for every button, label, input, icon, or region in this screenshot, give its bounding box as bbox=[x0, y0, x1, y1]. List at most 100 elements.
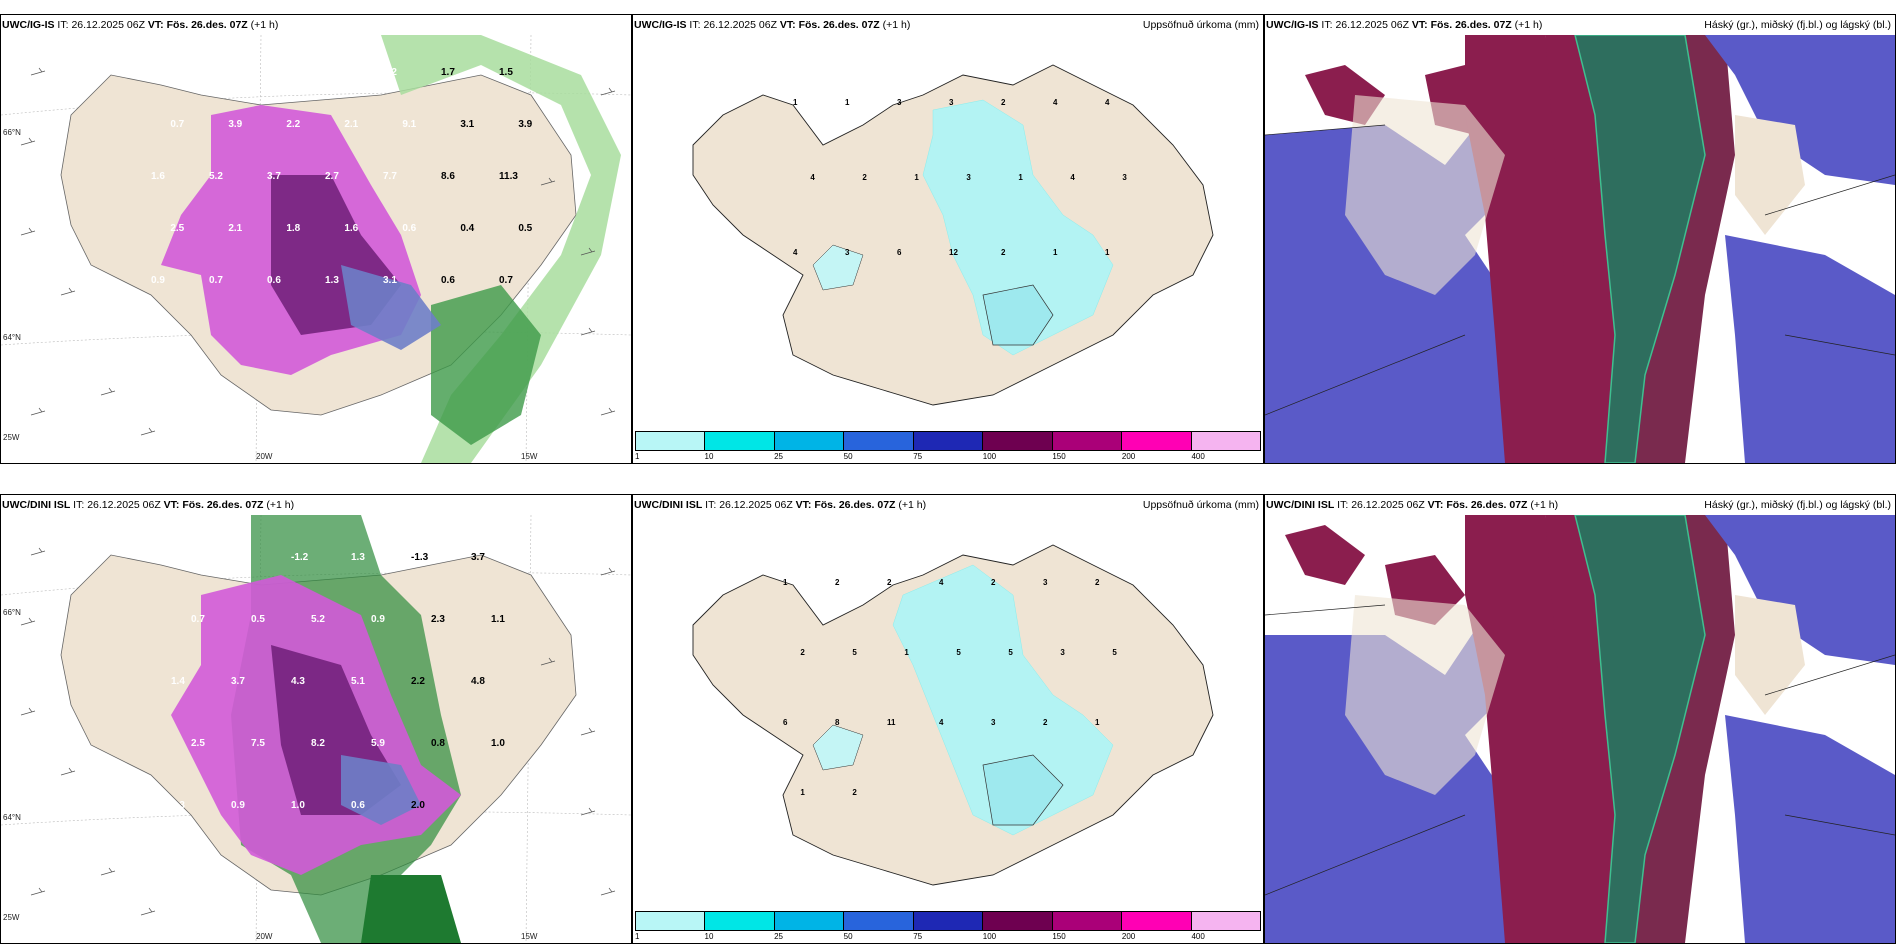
precip-value-label: 2.1 bbox=[228, 223, 242, 234]
precip-value-label: 9.1 bbox=[402, 119, 416, 130]
precip-value-label: 5.1 bbox=[351, 676, 365, 687]
colorbar-cells bbox=[635, 431, 1261, 451]
precip-value-label: 0.7 bbox=[209, 67, 223, 78]
accum-value-label: 5 bbox=[1008, 648, 1013, 657]
lead-time: (+1 h) bbox=[266, 499, 295, 511]
init-time: 26.12.2025 06Z bbox=[87, 499, 161, 511]
colorbar-cell bbox=[636, 432, 706, 450]
precip-value-label: 0.9 bbox=[267, 67, 281, 78]
valid-time: Fös. 26.des. 07Z bbox=[798, 19, 880, 31]
accum-value-label: 1 bbox=[1018, 173, 1023, 182]
colorbar-cell bbox=[1122, 432, 1192, 450]
accum-value-label: 3 bbox=[966, 173, 971, 182]
precip-value-label: 2.1 bbox=[344, 119, 358, 130]
precip-value-label: 3.7 bbox=[471, 552, 485, 563]
accum-value-label: 2 bbox=[887, 578, 892, 587]
precip-value-label: -1.3 bbox=[411, 552, 429, 563]
vt-label: VT: bbox=[779, 19, 796, 31]
model-name: UWC/DINI ISL bbox=[634, 499, 703, 511]
model-name: UWC/IG-IS bbox=[2, 19, 55, 31]
precip-value-label: 0.4 bbox=[460, 223, 474, 234]
lat-label-64: 64°N bbox=[3, 333, 21, 342]
precip-value-label: 2.3 bbox=[431, 614, 445, 625]
accum-cyan-area bbox=[892, 564, 1114, 836]
colorbar-tick-label: 400 bbox=[1191, 452, 1205, 461]
lon-label-20: 20W bbox=[256, 932, 273, 941]
colorbar-cell bbox=[1122, 912, 1192, 930]
it-label: IT: bbox=[1321, 19, 1333, 31]
vt-label: VT: bbox=[1411, 19, 1428, 31]
colorbar-ticks: 1 10 25 50 75 100 150 200 400 bbox=[635, 931, 1261, 943]
it-label: IT: bbox=[1337, 499, 1349, 511]
colorbar-tick-label: 150 bbox=[1052, 932, 1066, 941]
precip-value-label: 0.9 bbox=[171, 552, 185, 563]
accum-value-label: 4 bbox=[1070, 173, 1075, 182]
accum-value-label: 4 bbox=[1053, 98, 1058, 107]
lon-label-25: 25W bbox=[3, 433, 20, 442]
precip-value-label: 2.5 bbox=[191, 738, 205, 749]
colorbar-cell bbox=[774, 432, 845, 450]
accum-value-label: 4 bbox=[793, 248, 798, 257]
precip-value-label: 1.8 bbox=[286, 223, 300, 234]
accum-value-label: 4 bbox=[810, 173, 815, 182]
accum-value-label: 4 bbox=[939, 718, 944, 727]
colorbar-cell bbox=[636, 912, 706, 930]
precip-value-label: 1.3 bbox=[171, 800, 185, 811]
model-name: UWC/DINI ISL bbox=[2, 499, 71, 511]
accum-value-label: 2 bbox=[800, 648, 805, 657]
lon-label-25: 25W bbox=[3, 913, 20, 922]
precip-value-label: 0.5 bbox=[251, 614, 265, 625]
precip-wind-map: 66°N 64°N 25W 20W 15W 0.9 0.7 0.9 1.0 3.2 1.7… bbox=[1, 35, 631, 463]
accum-value-label: 1 bbox=[904, 648, 909, 657]
precip-value-label: 5.2 bbox=[311, 614, 325, 625]
valid-time: Fös. 26.des. 07Z bbox=[814, 499, 896, 511]
cloud-map bbox=[1265, 515, 1895, 943]
precip-value-label: 3.1 bbox=[383, 275, 397, 286]
accum-value-label: 1 bbox=[845, 98, 850, 107]
accum-values: 1 2 2 4 2 3 22 5 1 5 5 3 56 8 11 4 3 2 11 2 bbox=[783, 578, 1117, 797]
panel-header: UWC/IG-IS IT: 26.12.2025 06Z VT: Fös. 26… bbox=[633, 15, 1263, 35]
colorbar-tick-label: 400 bbox=[1191, 932, 1205, 941]
precip-value-label: 0.5 bbox=[518, 223, 532, 234]
colorbar: 1 10 25 50 75 100 150 200 400 bbox=[635, 431, 1261, 461]
lead-time: (+1 h) bbox=[898, 499, 927, 511]
lat-label-64: 64°N bbox=[3, 813, 21, 822]
colorbar-tick-label: 100 bbox=[982, 932, 997, 941]
precip-value-label: 3.7 bbox=[267, 171, 281, 182]
colorbar-cells bbox=[635, 911, 1261, 931]
accum-value-label: 1 bbox=[800, 788, 805, 797]
precip-value-label: 1.6 bbox=[151, 171, 165, 182]
colorbar-tick-label: 75 bbox=[913, 452, 923, 461]
colorbar-cell bbox=[1191, 912, 1260, 930]
precip-value-label: 1.6 bbox=[344, 223, 358, 234]
precip-value-label: 3.1 bbox=[460, 119, 474, 130]
precip-title: Uppsöfnuð úrkoma (mm) bbox=[1142, 19, 1259, 31]
colorbar-tick-label: 10 bbox=[704, 452, 714, 461]
accum-cyan-area bbox=[922, 99, 1114, 356]
precip-value-label: 1.7 bbox=[441, 67, 455, 78]
accum-value-label: 1 bbox=[783, 578, 788, 587]
precip-value-label: 0.8 bbox=[431, 738, 445, 749]
accum-value-label: 1 bbox=[914, 173, 919, 182]
accum-value-label: 2 bbox=[1001, 98, 1006, 107]
lead-time: (+1 h) bbox=[250, 19, 279, 31]
precip-panel-dini: UWC/DINI ISL IT: 26.12.2025 06Z VT: Fös.… bbox=[0, 494, 632, 944]
lon-label-15: 15W bbox=[521, 932, 538, 941]
panel-header: UWC/DINI ISL IT: 26.12.2025 06Z VT: Fös.… bbox=[1265, 495, 1895, 515]
colorbar-tick-label: 75 bbox=[913, 932, 923, 941]
model-name: UWC/DINI ISL bbox=[1266, 499, 1335, 511]
precip-value-label: 0.7 bbox=[209, 275, 223, 286]
panel-header: UWC/DINI ISL IT: 26.12.2025 06Z VT: Fös.… bbox=[633, 495, 1263, 515]
init-time: 26.12.2025 06Z bbox=[703, 19, 777, 31]
precip-value-label: 1.1 bbox=[491, 614, 505, 625]
precip-value-label: 7.5 bbox=[251, 738, 265, 749]
accum-values: 1 1 3 3 2 4 4 4 2 1 3 1 4 3 4 3 6 12 2 1 1 bbox=[793, 98, 1127, 257]
colorbar-cell bbox=[774, 912, 845, 930]
accum-value-label: 3 bbox=[1043, 578, 1048, 587]
panel-header: UWC/DINI ISL IT: 26.12.2025 06Z VT: Fös.… bbox=[1, 495, 631, 515]
precip-value-label: 1.3 bbox=[351, 552, 365, 563]
precip-value-label: 0.9 bbox=[231, 800, 245, 811]
colorbar-tick-label: 50 bbox=[843, 932, 853, 941]
colorbar-tick-label: 150 bbox=[1052, 452, 1066, 461]
valid-time: Fös. 26.des. 07Z bbox=[1430, 19, 1512, 31]
